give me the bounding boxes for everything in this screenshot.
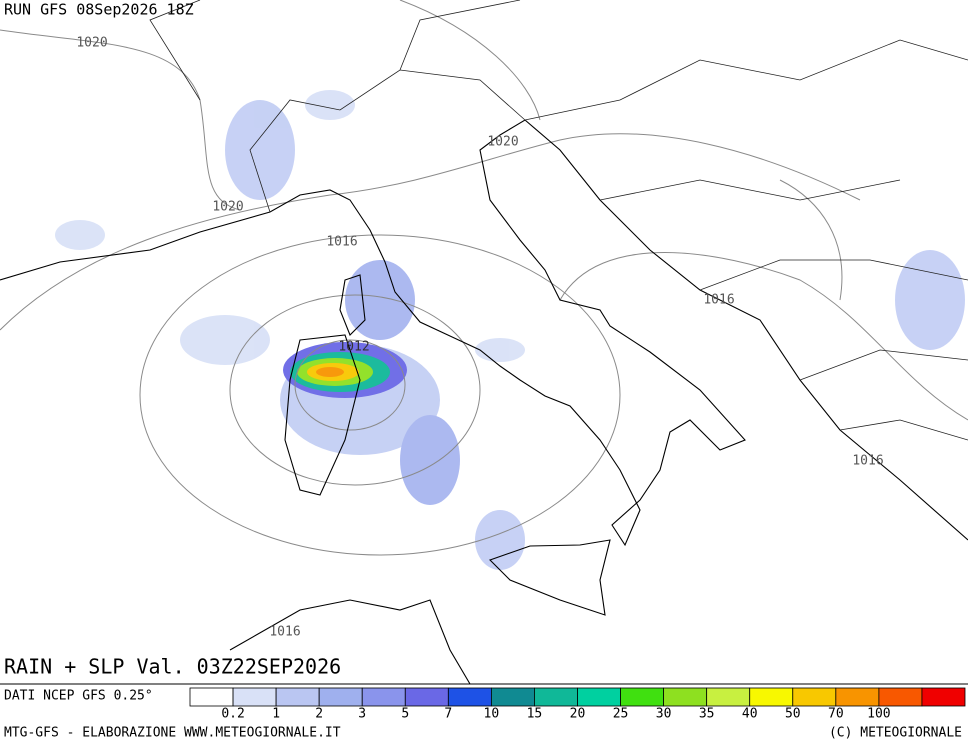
legend-swatch <box>361 687 406 707</box>
legend-swatch <box>620 687 665 707</box>
credit-right: (C) METEOGIORNALE <box>829 726 962 741</box>
isobar <box>294 339 406 431</box>
isobar-label: 1020 <box>76 36 107 51</box>
run-label: RUN GFS 08Sep2026 18Z <box>4 1 194 19</box>
rain-area <box>895 250 965 350</box>
isobar-label: 1012 <box>338 340 369 355</box>
legend-label: 15 <box>527 707 543 722</box>
legend-swatch <box>663 687 708 707</box>
isobar <box>229 294 481 486</box>
source-label: DATI NCEP GFS 0.25° <box>4 689 153 704</box>
isobar <box>559 252 968 421</box>
isobar <box>139 234 621 556</box>
rain-area <box>400 415 460 505</box>
legend-label: 50 <box>785 707 801 722</box>
legend-label: 1 <box>272 707 280 722</box>
rain-area <box>225 100 295 200</box>
sardinia <box>284 334 361 496</box>
legend-label: 3 <box>358 707 366 722</box>
isobar-label: 1020 <box>212 200 243 215</box>
map-title: RAIN + SLP Val. 03Z22SEP2026 <box>4 655 341 679</box>
isobar-label: 1016 <box>326 235 357 250</box>
legend-swatch <box>878 687 923 707</box>
legend-label: 0.2 <box>221 707 244 722</box>
legend-label: 70 <box>828 707 844 722</box>
legend-label: 25 <box>613 707 629 722</box>
legend-swatch <box>921 687 966 707</box>
legend-label: 2 <box>315 707 323 722</box>
border <box>149 0 968 441</box>
rain-field <box>55 90 965 570</box>
coastlines <box>0 0 968 685</box>
legend-swatch <box>490 687 535 707</box>
legend-swatch <box>189 687 234 707</box>
legend-label: 7 <box>444 707 452 722</box>
coastline <box>0 119 968 547</box>
legend-label: 5 <box>401 707 409 722</box>
legend-swatch <box>275 687 320 707</box>
legend-swatch <box>447 687 492 707</box>
rain-area <box>475 510 525 570</box>
legend-label: 20 <box>570 707 586 722</box>
legend-swatch <box>232 687 277 707</box>
legend-swatch <box>534 687 578 707</box>
isobar <box>399 0 541 121</box>
rain-area <box>55 220 105 250</box>
legend-swatch <box>404 687 449 707</box>
legend-label: 10 <box>484 707 500 722</box>
legend-label: 100 <box>867 707 890 722</box>
isobar-labels: 1020 1020 1020 1016 1016 1016 1012 1016 <box>76 36 883 640</box>
rain-area <box>475 338 525 362</box>
legend-label: 30 <box>656 707 672 722</box>
rain-area <box>305 90 355 120</box>
sicily <box>488 539 611 616</box>
rain-area <box>180 315 270 365</box>
isobar-label: 1016 <box>703 293 734 308</box>
isobar <box>779 179 843 301</box>
legend-swatch <box>318 687 363 707</box>
corsica <box>339 274 366 336</box>
credit-left: MTG-GFS - ELABORAZIONE WWW.METEOGIORNALE… <box>4 726 341 741</box>
legend-swatch <box>835 687 880 707</box>
isobar-label: 1016 <box>852 454 883 469</box>
rain-area <box>316 367 344 377</box>
isobars <box>0 0 968 556</box>
legend-swatch <box>577 687 621 707</box>
legend-label: 40 <box>742 707 758 722</box>
legend-label: 35 <box>699 707 715 722</box>
isobar <box>0 133 861 331</box>
legend-swatch <box>706 687 751 707</box>
isobar-label: 1016 <box>269 625 300 640</box>
legend-swatch <box>792 687 837 707</box>
rain-area <box>345 260 415 340</box>
africa-coast <box>229 599 471 685</box>
isobar-label: 1020 <box>487 135 518 150</box>
legend-swatch <box>749 687 794 707</box>
isobar <box>0 29 241 211</box>
legend: 0.2 1 2 3 5 7 10 15 20 25 30 35 40 50 70 100 <box>189 687 966 722</box>
